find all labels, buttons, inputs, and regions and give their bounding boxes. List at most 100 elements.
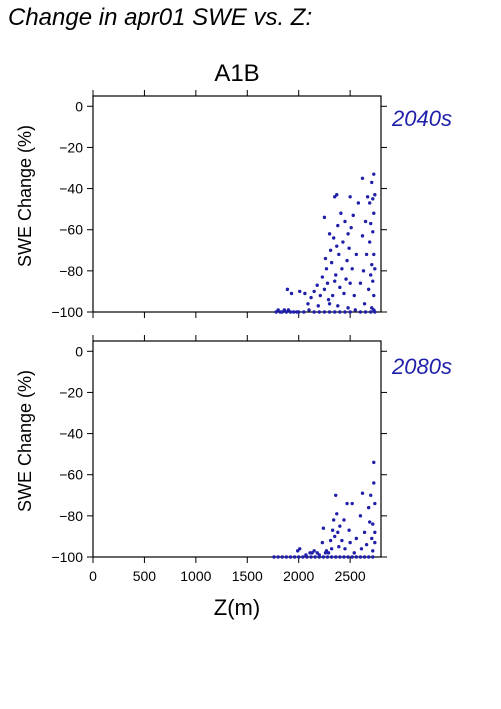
data-point [373,501,377,506]
data-point [334,273,338,277]
period-label: 2040s [391,106,452,131]
data-point [335,512,339,516]
data-point [364,542,369,547]
data-point [369,310,373,314]
data-point [343,547,347,551]
period-label: 2080s [391,354,452,379]
data-point [370,262,374,267]
data-point [317,310,321,314]
data-point [291,310,296,314]
data-point [329,260,334,265]
data-point [346,306,350,310]
data-point [362,555,367,559]
x-tick-label: 2500 [335,568,366,584]
data-point [334,555,338,559]
data-point [366,555,371,559]
data-point [327,310,332,314]
data-point [295,549,300,553]
data-point [292,555,297,559]
data-point [297,310,301,314]
data-point [310,551,314,555]
data-point [322,215,327,220]
data-point [361,269,366,273]
data-point [321,526,326,530]
y-axis-label: SWE Change (%) [15,370,35,512]
data-point [373,540,377,545]
data-point [330,293,335,298]
data-point [372,308,376,312]
data-point [360,491,365,495]
data-point [333,195,337,199]
y-tick-label: 0 [75,343,83,359]
data-point [370,180,374,185]
data-point [348,310,352,314]
data-point [325,555,330,559]
data-point [336,223,340,228]
data-point [358,281,363,285]
panel-2080s: 0 −20 −40 −60 −80 −100 0 500 1000 1500 2000 2500 S… [15,335,452,584]
data-point [285,287,290,292]
data-point [367,520,372,524]
data-point [284,555,289,559]
y-axis-label: SWE Change (%) [15,125,35,267]
main-title: Change in apr01 SWE vs. Z: [8,4,313,31]
data-point [333,534,337,539]
data-point [288,555,293,559]
data-point [373,267,377,271]
data-point [307,308,311,312]
data-point [309,555,313,559]
data-point [362,530,367,535]
data-point [371,230,375,234]
data-point [335,244,339,248]
plot-frame [92,95,382,313]
y-tick-label: −20 [59,139,83,155]
y-ticks: 0 −20 −40 −60 −80 −100 [51,98,387,320]
data-point [318,293,323,298]
data-point [372,172,376,176]
data-point [370,306,374,310]
data-point [373,530,377,535]
points [272,460,377,559]
data-point [367,240,372,244]
data-point [306,302,310,306]
data-point [350,555,354,559]
data-point [371,197,375,201]
data-point [372,460,376,465]
data-point [369,221,373,226]
data-point [347,246,351,250]
data-point [372,252,376,257]
data-point [286,308,291,312]
data-point [363,310,368,314]
data-point [333,310,337,314]
data-point [371,522,375,526]
data-point [298,547,302,551]
data-point [333,279,337,283]
data-point [326,297,331,302]
data-point [320,275,325,279]
data-point [341,240,345,244]
data-point [352,293,356,298]
x-tick-label: 2000 [283,568,314,584]
data-point [360,234,365,238]
data-point [317,553,321,557]
data-point [302,310,306,314]
data-point [340,538,344,543]
x-tick-label: 0 [89,568,97,584]
data-point [288,310,293,314]
y-tick-label: −40 [59,426,83,442]
data-point [354,555,359,559]
data-point [349,225,353,230]
data-point [331,236,336,240]
plot-frame [92,340,382,558]
data-point [363,219,368,224]
data-point [350,267,354,271]
data-point [316,304,320,308]
data-point [362,302,367,306]
data-point [274,310,278,314]
data-point [321,555,326,559]
data-point [284,310,289,314]
x-tick-label: 500 [133,568,157,584]
data-point [346,555,350,559]
scenario-title: A1B [214,60,259,87]
